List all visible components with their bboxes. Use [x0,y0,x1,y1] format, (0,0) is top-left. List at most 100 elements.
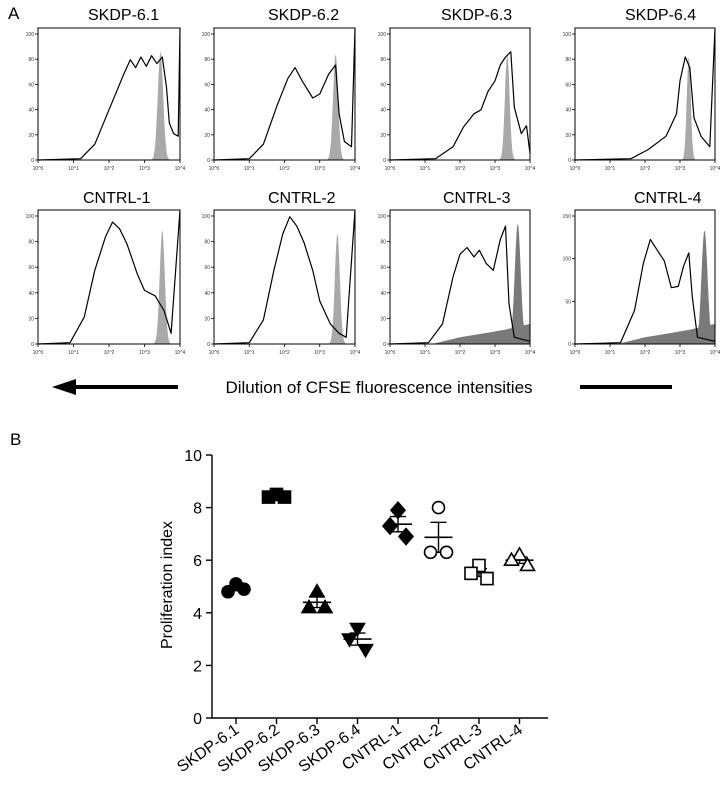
y-tick-label: 0 [193,711,202,728]
x-tick-label: 10^0 [209,350,220,356]
category-group [300,583,334,614]
x-tick-label: 10^2 [279,350,290,356]
x-tick-label: 10^3 [139,350,150,356]
data-point [277,490,292,504]
data-point [439,545,454,560]
y-tick-label: 2 [193,658,202,675]
x-tick-label: 10^4 [175,166,186,172]
x-tick-label: 10^0 [385,166,396,172]
y-tick-label: 4 [193,606,202,623]
data-point [431,500,446,515]
data-point [423,545,438,560]
x-tick-label: 10^3 [139,166,150,172]
y-tick-label: 20 [204,133,210,139]
control-peak-fill [147,51,173,160]
y-tick-label: 60 [380,82,386,88]
y-tick-label: 100 [202,32,211,38]
x-tick-label: 10^2 [104,350,115,356]
y-tick-label: 0 [207,342,210,348]
histogram-panel: SKDP-6.1 0 20 40 60 80 100 10^0 10^1 10^2 10^3 10^4 [26,7,186,172]
y-tick-label: 60 [28,265,34,271]
x-tick-label: 10^0 [385,350,396,356]
y-tick-label: 20 [565,133,571,139]
histogram-title: CNTRL-1 [83,190,151,207]
y-tick-label: 80 [204,240,210,246]
histogram-title: CNTRL-3 [443,190,511,207]
caption-arrow [52,379,672,395]
x-tick-label: 10^0 [570,166,581,172]
x-tick-label: 10^1 [605,350,616,356]
category-group [423,500,454,560]
y-tick-label: 10 [184,448,202,465]
y-tick-label: 6 [193,553,202,570]
x-tick-label: 10^1 [68,166,79,172]
data-point [349,622,366,638]
y-tick-label: 100 [202,214,211,220]
control-peak-fill [496,54,518,160]
data-point [480,571,494,586]
control-peak-fill [617,230,715,344]
x-tick-label: 10^1 [244,166,255,172]
x-tick-label: 10^1 [420,350,431,356]
y-tick-label: 80 [380,57,386,63]
data-point [503,551,520,567]
data-point [341,633,358,648]
histogram-title: SKDP-6.2 [268,7,339,24]
histogram-title: SKDP-6.1 [88,7,159,24]
y-tick-label: 0 [568,342,571,348]
y-tick-label: 100 [26,214,35,220]
x-tick-label: 10^0 [33,350,44,356]
x-tick-label: 10^3 [490,350,501,356]
y-tick-label: 80 [380,240,386,246]
y-axis-label: Proliferation index [159,521,176,649]
data-point [389,501,407,520]
histogram-title: CNTRL-2 [268,190,336,207]
x-tick-label: 10^4 [350,350,361,356]
y-tick-label: 0 [207,158,210,164]
y-tick-label: 40 [28,108,34,114]
proliferation-histogram-line [37,27,181,161]
x-tick-label: 10^0 [33,166,44,172]
data-point [381,516,399,536]
y-tick-label: 100 [563,257,572,263]
histogram-panel: SKDP-6.2 0 20 40 60 80 100 10^0 10^1 10^2 10^3 10^4 [202,7,361,172]
y-tick-label: 0 [383,342,386,348]
control-peak-fill [679,57,698,160]
y-tick-label: 0 [31,158,34,164]
x-tick-label: 10^4 [525,166,536,172]
histogram-panel: CNTRL-1 0 20 40 60 80 100 10^0 10^1 10^2 10^3 10^4 [26,190,186,356]
proliferation-histogram-line [213,27,356,161]
x-tick-label: 10^4 [175,350,186,356]
x-tick-label: 10^3 [490,166,501,172]
caption-text: Dilution of CFSE fluorescence intensitie… [225,378,532,397]
category-group [221,577,251,599]
data-point [261,490,276,504]
x-tick-label: 10^2 [455,166,466,172]
category-group [341,622,374,659]
y-tick-label: 40 [380,108,386,114]
x-tick-label: 10^3 [314,350,325,356]
category-group [381,501,415,546]
data-point [357,643,374,659]
y-tick-label: 100 [378,214,387,220]
y-tick-label: 20 [28,316,34,322]
x-tick-label: 10^4 [525,350,536,356]
y-tick-label: 60 [204,265,210,271]
y-tick-label: 80 [565,57,571,63]
control-peak-fill [323,54,348,160]
y-tick-label: 100 [26,32,35,38]
histogram-panel: SKDP-6.4 0 20 40 60 80 100 10^0 10^1 10^2 10^3 10^4 [563,7,721,172]
x-tick-label: 10^4 [710,166,721,172]
x-tick-label: 10^2 [104,166,115,172]
x-tick-label: 10^2 [455,350,466,356]
y-tick-label: 100 [563,32,572,38]
x-tick-label: 10^2 [640,166,651,172]
histogram-panel: CNTRL-4 0 50 100 150 10^0 10^1 10^2 10^3 10^4 [563,190,721,356]
y-tick-label: 40 [204,291,210,297]
x-tick-label: 10^1 [244,350,255,356]
y-tick-label: 40 [204,108,210,114]
y-tick-label: 60 [565,82,571,88]
control-peak-fill [432,223,530,344]
proliferation-histogram-line [213,209,356,345]
